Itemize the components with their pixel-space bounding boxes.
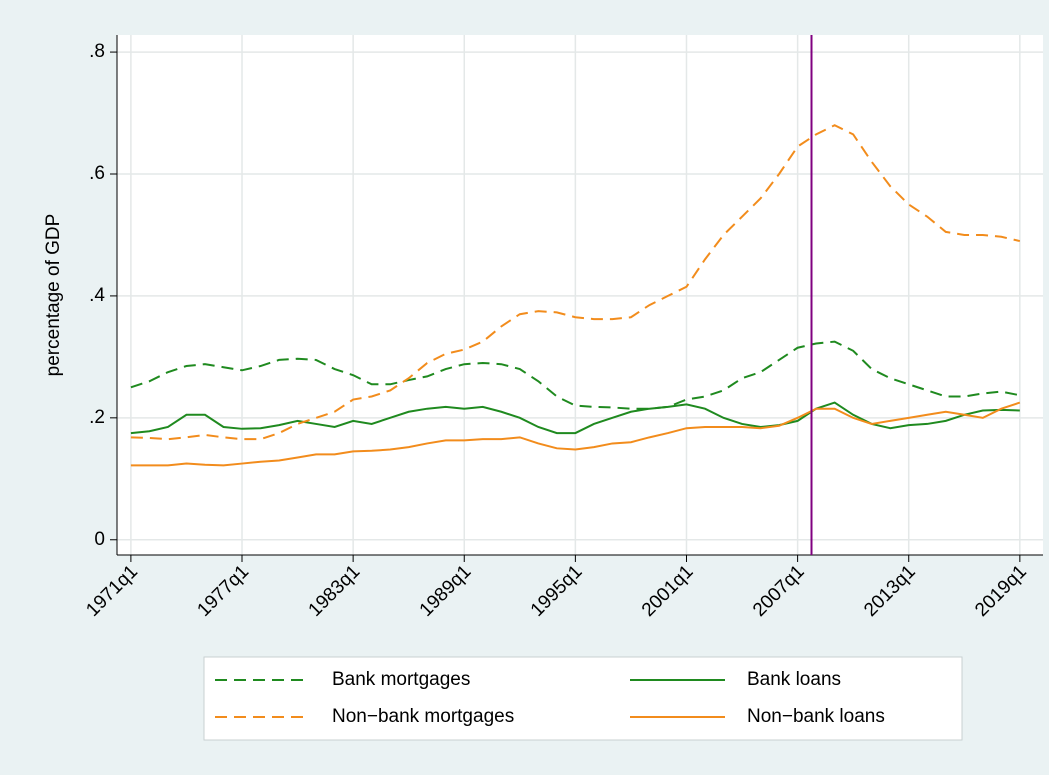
x-tick-label: 2001q1 [638, 561, 698, 621]
plot-area [117, 35, 1043, 555]
x-tick-label: 1983q1 [305, 561, 365, 621]
x-tick-label: 2007q1 [749, 561, 809, 621]
series-line [130, 401, 1021, 467]
legend-box [203, 656, 963, 741]
x-tick-label: 1977q1 [193, 561, 253, 621]
legend-label: Non−bank mortgages [332, 706, 514, 727]
y-tick-label: 0 [94, 529, 105, 550]
x-tick-label: 2013q1 [860, 561, 920, 621]
x-tick-label: 2019q1 [971, 561, 1031, 621]
x-tick-label: 1971q1 [82, 561, 142, 621]
y-axis-title: percentage of GDP [43, 214, 64, 377]
legend-label: Bank loans [747, 669, 841, 690]
x-tick-label: 1995q1 [527, 561, 587, 621]
legend-label: Bank mortgages [332, 669, 470, 690]
series-line [130, 340, 1021, 410]
legend-label: Non−bank loans [747, 706, 885, 727]
y-tick-label: .8 [89, 41, 105, 62]
y-tick-label: .2 [89, 407, 105, 428]
x-tick-label: 1989q1 [416, 561, 476, 621]
y-tick-label: .6 [89, 163, 105, 184]
y-tick-label: .4 [89, 285, 105, 306]
series-line [130, 124, 1021, 441]
